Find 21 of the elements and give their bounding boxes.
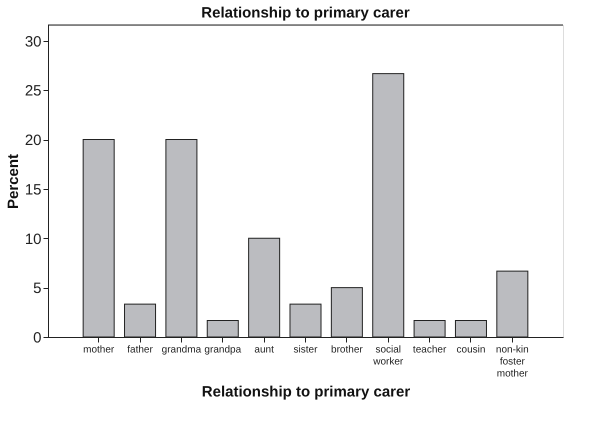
x-tick-label: brother	[331, 344, 364, 356]
y-tick-label: 30	[24, 33, 42, 50]
x-tick-label: sister	[294, 344, 318, 356]
x-tick-label: teacher	[412, 344, 447, 356]
y-tick-label: 15	[24, 181, 42, 198]
x-tick-label: social worker	[372, 344, 404, 368]
y-axis-title: Percent	[4, 154, 22, 210]
x-axis-title: Relationship to primary carer	[202, 384, 410, 400]
y-tick-label: 20	[24, 132, 42, 150]
x-tick-label: father	[127, 344, 154, 356]
x-tick-label: cousin	[456, 344, 486, 356]
x-tick-label: grandma	[162, 344, 202, 356]
x-tick-label: grandpa	[204, 344, 242, 356]
y-tick-label: 0	[33, 330, 42, 346]
x-tick-label: aunt	[254, 344, 274, 356]
x-tick-label: non-kin foster mother	[496, 344, 529, 380]
y-tick-label: 10	[24, 230, 42, 248]
x-tick-label: mother	[83, 344, 115, 356]
y-tick-label: 5	[33, 280, 42, 298]
chart-title: Relationship to primary carer	[201, 4, 410, 22]
y-tick-label: 25	[24, 82, 42, 100]
